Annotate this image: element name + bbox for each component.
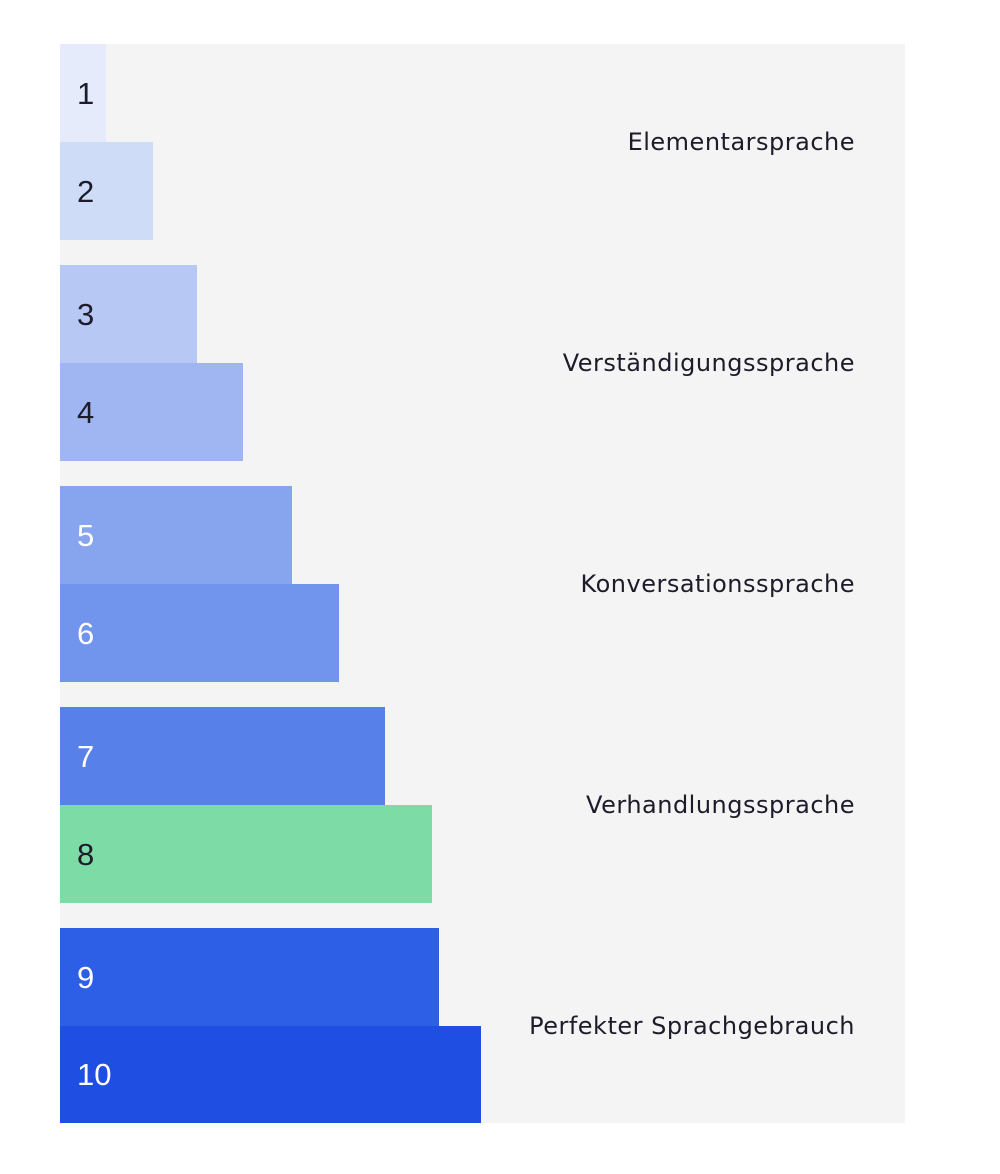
group-label-perfect: Perfekter Sprachgebrauch (529, 1012, 855, 1040)
group-label-negotiation: Verhandlungssprache (586, 791, 855, 819)
level-number: 5 (77, 517, 95, 553)
level-number: 3 (77, 296, 95, 332)
language-level-panel: 1 2 3 4 5 6 7 8 9 10 Elementarsprache Ve… (60, 44, 905, 1123)
level-bar-7: 7 (60, 707, 385, 805)
level-bar-9: 9 (60, 928, 439, 1026)
level-bar-10: 10 (60, 1026, 481, 1123)
level-bar-8-current: 8 (60, 805, 432, 903)
level-number: 7 (77, 738, 95, 774)
level-number: 9 (77, 959, 95, 995)
level-number: 2 (77, 173, 95, 209)
group-label-elementary: Elementarsprache (627, 128, 855, 156)
level-bar-5: 5 (60, 486, 292, 584)
level-bar-2: 2 (60, 142, 153, 240)
level-number: 1 (77, 75, 95, 111)
level-number: 10 (77, 1057, 112, 1092)
level-number: 6 (77, 615, 95, 651)
level-number: 8 (77, 836, 95, 872)
group-label-understanding: Verständigungssprache (562, 349, 855, 377)
level-bar-3: 3 (60, 265, 197, 363)
level-bar-6: 6 (60, 584, 339, 682)
level-number: 4 (77, 394, 95, 430)
group-label-conversation: Konversationssprache (580, 570, 855, 598)
level-bar-1: 1 (60, 44, 106, 142)
level-bar-4: 4 (60, 363, 243, 461)
